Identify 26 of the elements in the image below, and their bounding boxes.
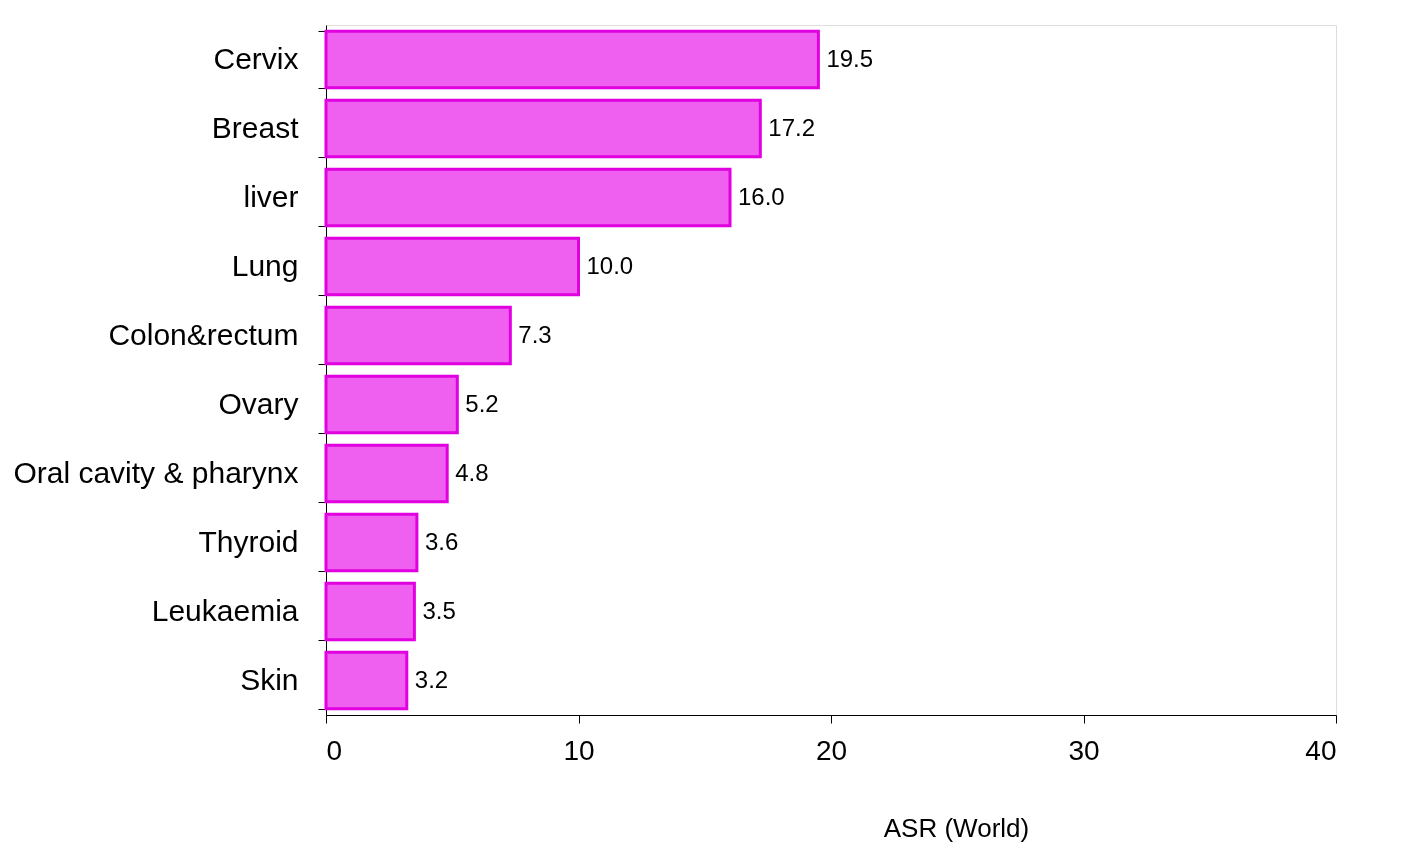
y-tick-label: Skin	[240, 663, 299, 696]
data-label: 3.2	[414, 665, 449, 693]
y-tick-label: Colon&rectum	[108, 318, 299, 351]
y-tick-label: Lung	[231, 249, 299, 282]
y-tick-label: Thyroid	[198, 525, 299, 558]
y-tick-label: liver	[243, 180, 299, 213]
data-label: 16.0	[738, 182, 785, 210]
data-label: 5.2	[465, 389, 499, 417]
x-tick-label: 40	[1305, 734, 1337, 766]
data-label: 4.8	[455, 458, 489, 486]
data-label: 19.5	[826, 44, 874, 72]
data-label: 10.0	[586, 251, 634, 279]
y-tick-label: Breast	[211, 111, 300, 144]
x-axis-title: ASR (World)	[883, 812, 1030, 843]
data-label: 7.3	[518, 320, 552, 348]
data-label: 17.2	[768, 113, 816, 141]
y-tick-label: Leukaemia	[151, 594, 299, 627]
y-tick-label: Cervix	[213, 42, 299, 75]
y-tick-label: Ovary	[218, 387, 299, 420]
y-tick-label: Oral cavity & pharynx	[13, 456, 299, 489]
x-tick-label: 20	[815, 734, 848, 766]
x-tick-label: 10	[563, 734, 595, 766]
data-label: 3.5	[422, 596, 456, 624]
x-tick-label: 0	[326, 734, 343, 766]
data-label: 3.6	[424, 527, 459, 555]
x-tick-label: 30	[1068, 734, 1100, 766]
